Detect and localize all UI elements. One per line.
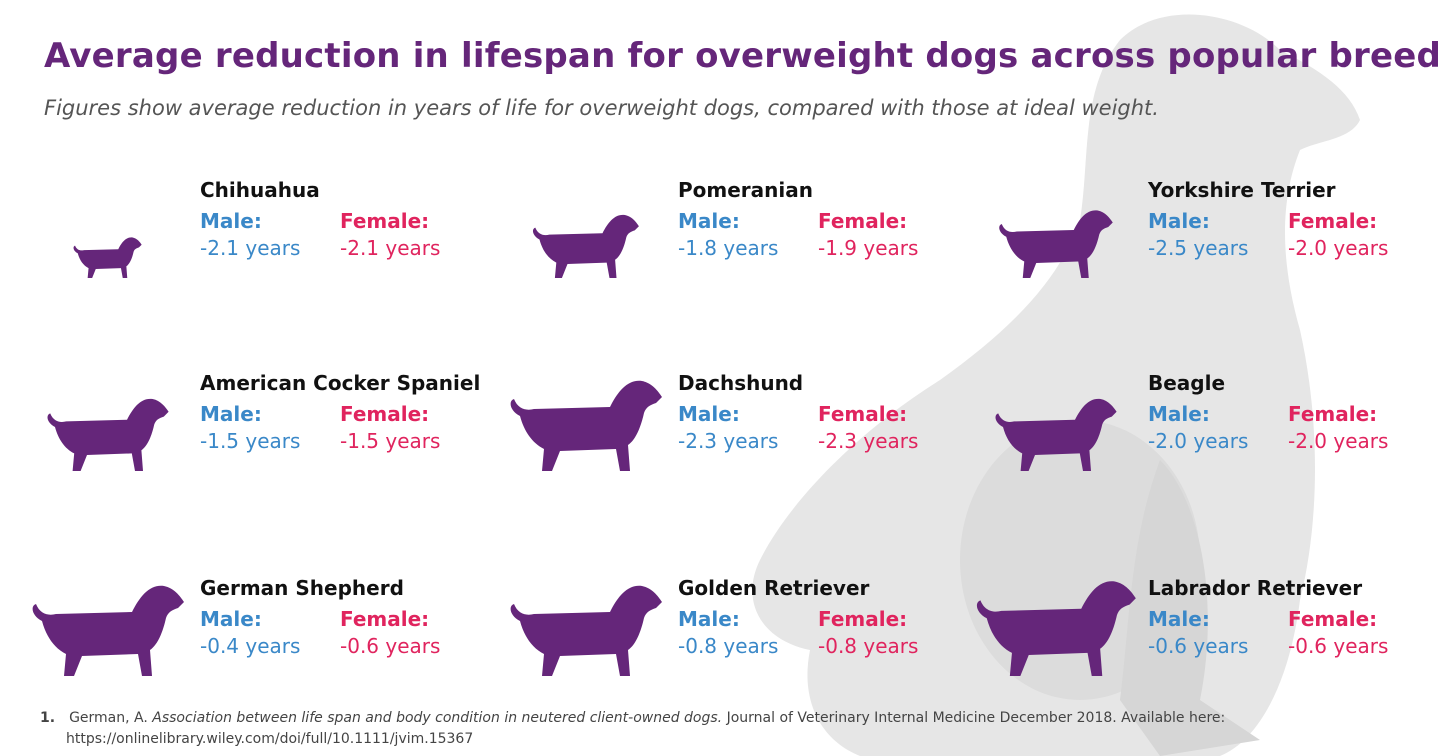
female-stat: Female: -2.3 years: [818, 401, 918, 455]
breed-name: Golden Retriever: [678, 576, 870, 600]
male-stat: Male: -1.5 years: [200, 401, 300, 455]
male-label: Male:: [200, 607, 262, 631]
male-value: -0.6 years: [1148, 634, 1249, 658]
male-stat: Male: -0.4 years: [200, 606, 300, 660]
male-value: -2.1 years: [200, 236, 301, 260]
female-value: -2.3 years: [818, 429, 919, 453]
male-label: Male:: [678, 209, 740, 233]
footnote-author: German, A.: [69, 710, 148, 726]
female-label: Female:: [340, 209, 430, 233]
male-stat: Male: -2.0 years: [1148, 401, 1248, 455]
breed-name: Pomeranian: [678, 178, 813, 202]
breed-card: Golden Retriever Male: -0.8 years Female:…: [500, 576, 960, 706]
breed-card: Pomeranian Male: -1.8 years Female: -1.9 y…: [500, 178, 960, 308]
breed-card: Chihuahua Male: -2.1 years Female: -2.1 ye…: [22, 178, 482, 308]
subtitle: Figures show average reduction in years …: [44, 96, 1159, 120]
male-stat: Male: -2.1 years: [200, 208, 300, 262]
breed-name: Yorkshire Terrier: [1148, 178, 1336, 202]
female-label: Female:: [1288, 607, 1378, 631]
breed-card: Labrador Retriever Male: -0.6 years Femal…: [970, 576, 1430, 706]
male-value: -0.4 years: [200, 634, 301, 658]
male-value: -2.5 years: [1148, 236, 1249, 260]
female-label: Female:: [818, 607, 908, 631]
male-label: Male:: [200, 209, 262, 233]
breed-name: American Cocker Spaniel: [200, 371, 481, 395]
breed-card: American Cocker Spaniel Male: -1.5 years …: [22, 371, 482, 501]
male-value: -1.8 years: [678, 236, 779, 260]
footnote-article: Association between life span and body c…: [152, 710, 723, 726]
female-stat: Female: -1.5 years: [340, 401, 440, 455]
male-label: Male:: [200, 402, 262, 426]
female-value: -2.1 years: [340, 236, 441, 260]
title-text: Average reduction in lifespan for overwe…: [44, 36, 1440, 76]
male-stat: Male: -2.3 years: [678, 401, 778, 455]
male-stat: Male: -2.5 years: [1148, 208, 1248, 262]
dog-silhouette-icon: [999, 210, 1113, 278]
female-value: -0.8 years: [818, 634, 919, 658]
footnote-link[interactable]: https://onlinelibrary.wiley.com/doi/full…: [66, 731, 474, 747]
female-stat: Female: -2.0 years: [1288, 401, 1388, 455]
dog-silhouette-icon: [47, 398, 169, 471]
male-value: -2.3 years: [678, 429, 779, 453]
female-value: -1.5 years: [340, 429, 441, 453]
female-stat: Female: -2.1 years: [340, 208, 440, 262]
female-label: Female:: [1288, 402, 1378, 426]
page-title: Average reduction in lifespan for overwe…: [44, 36, 1440, 76]
male-stat: Male: -1.8 years: [678, 208, 778, 262]
male-label: Male:: [678, 402, 740, 426]
female-stat: Female: -0.8 years: [818, 606, 918, 660]
breed-card: German Shepherd Male: -0.4 years Female: -…: [22, 576, 482, 706]
dog-silhouette-icon: [976, 581, 1136, 676]
male-label: Male:: [678, 607, 740, 631]
female-stat: Female: -0.6 years: [340, 606, 440, 660]
male-value: -2.0 years: [1148, 429, 1249, 453]
breed-name: Beagle: [1148, 371, 1226, 395]
female-stat: Female: -2.0 years: [1288, 208, 1388, 262]
female-label: Female:: [818, 209, 908, 233]
male-stat: Male: -0.6 years: [1148, 606, 1248, 660]
footnote: 1. German, A. Association between life sp…: [40, 708, 1225, 750]
dog-silhouette-icon: [73, 237, 142, 278]
breed-card: Yorkshire Terrier Male: -2.5 years Female…: [970, 178, 1430, 308]
female-stat: Female: -0.6 years: [1288, 606, 1388, 660]
female-label: Female:: [818, 402, 908, 426]
male-label: Male:: [1148, 402, 1210, 426]
breed-name: Dachshund: [678, 371, 804, 395]
breed-name: Labrador Retriever: [1148, 576, 1363, 600]
footnote-number: 1.: [40, 710, 56, 726]
female-value: -2.0 years: [1288, 236, 1389, 260]
female-value: -2.0 years: [1288, 429, 1389, 453]
female-label: Female:: [340, 402, 430, 426]
male-value: -0.8 years: [678, 634, 779, 658]
female-value: -0.6 years: [1288, 634, 1389, 658]
breed-card: Beagle Male: -2.0 years Female: -2.0 years: [970, 371, 1430, 501]
male-stat: Male: -0.8 years: [678, 606, 778, 660]
dog-silhouette-icon: [995, 398, 1117, 471]
dog-silhouette-icon: [510, 585, 662, 676]
breed-card: Dachshund Male: -2.3 years Female: -2.3 ye…: [500, 371, 960, 501]
male-value: -1.5 years: [200, 429, 301, 453]
female-value: -0.6 years: [340, 634, 441, 658]
dog-silhouette-icon: [32, 585, 184, 676]
female-label: Female:: [1288, 209, 1378, 233]
female-stat: Female: -1.9 years: [818, 208, 918, 262]
male-label: Male:: [1148, 607, 1210, 631]
footnote-journal: Journal of Veterinary Internal Medicine …: [726, 710, 1226, 726]
male-label: Male:: [1148, 209, 1210, 233]
dog-silhouette-icon: [532, 214, 639, 278]
breed-name: German Shepherd: [200, 576, 404, 600]
female-value: -1.9 years: [818, 236, 919, 260]
female-label: Female:: [340, 607, 430, 631]
dog-silhouette-icon: [510, 380, 662, 471]
breed-name: Chihuahua: [200, 178, 320, 202]
